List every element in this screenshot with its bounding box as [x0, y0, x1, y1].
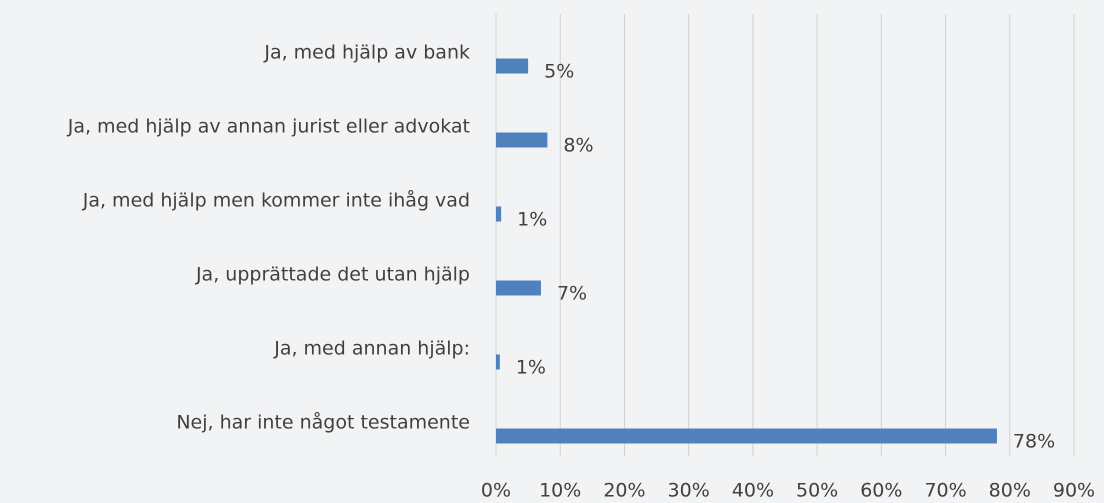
y-tick-label: Ja, med hjälp men kommer inte ihåg vad [82, 189, 470, 212]
value-label: 78% [1013, 431, 1055, 453]
x-tick-label: 20% [603, 480, 645, 502]
value-label: 1% [517, 209, 547, 231]
bar [496, 58, 529, 74]
x-tick-label: 0% [481, 480, 511, 502]
bar [496, 132, 548, 148]
x-tick-label: 10% [539, 480, 581, 502]
x-tick-label: 50% [796, 480, 838, 502]
value-label: 7% [557, 283, 587, 305]
x-tick-label: 30% [668, 480, 710, 502]
x-tick-label: 90% [1053, 480, 1095, 502]
bar [496, 206, 502, 222]
value-label: 1% [516, 357, 546, 379]
y-tick-label: Ja, med annan hjälp: [273, 338, 470, 360]
bar [496, 280, 541, 296]
bar [496, 428, 997, 444]
x-tick-label: 40% [732, 480, 774, 502]
x-tick-label: 60% [860, 480, 902, 502]
y-tick-label: Ja, med hjälp av annan jurist eller advo… [67, 116, 470, 138]
y-tick-label: Ja, med hjälp av bank [263, 42, 470, 64]
value-label: 8% [563, 135, 593, 157]
y-tick-label: Nej, har inte något testamente [176, 411, 470, 434]
y-tick-label: Ja, upprättade det utan hjälp [195, 264, 470, 286]
x-tick-label: 80% [989, 480, 1031, 502]
bar [496, 354, 500, 370]
x-tick-label: 70% [924, 480, 966, 502]
value-label: 5% [544, 61, 574, 83]
